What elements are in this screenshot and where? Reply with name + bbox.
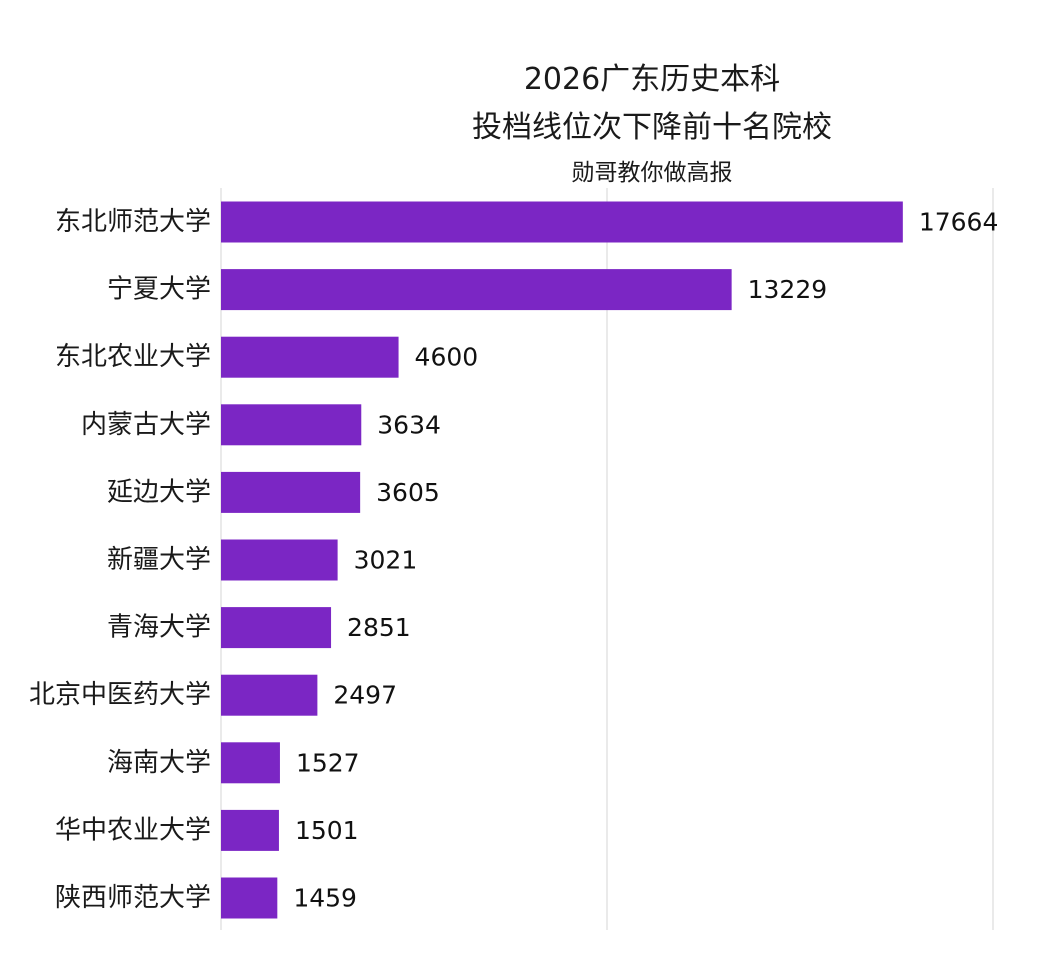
- category-label: 海南大学: [107, 748, 211, 778]
- value-label: 17664: [919, 208, 999, 237]
- category-label: 宁夏大学: [107, 275, 211, 305]
- value-label: 3021: [354, 546, 418, 575]
- bar: [221, 809, 279, 851]
- bars: [221, 201, 903, 919]
- value-label: 3634: [377, 410, 441, 439]
- value-label: 1527: [296, 748, 360, 777]
- value-label: 1459: [293, 884, 357, 913]
- category-label: 内蒙古大学: [81, 410, 211, 440]
- bar: [221, 404, 362, 446]
- value-label: 2497: [333, 681, 397, 710]
- category-label: 东北师范大学: [55, 207, 211, 237]
- bar: [221, 471, 361, 513]
- bar: [221, 269, 732, 311]
- chart-subtitle: 勋哥教你做高报: [572, 160, 733, 186]
- value-label: 13229: [748, 275, 828, 304]
- category-label: 陕西师范大学: [55, 883, 211, 913]
- value-label: 4600: [415, 343, 479, 372]
- value-label: 3605: [376, 478, 440, 507]
- category-label: 北京中医药大学: [29, 680, 211, 710]
- bar: [221, 607, 332, 649]
- value-labels: 17664 13229 4600 3634 3605 3021 2851 2497 1527 15…: [293, 208, 998, 913]
- category-label: 延边大学: [107, 477, 211, 507]
- value-label: 2851: [347, 613, 411, 642]
- bar: [221, 539, 338, 581]
- bar: [221, 674, 318, 716]
- category-label: 新疆大学: [107, 545, 211, 575]
- category-labels: 东北师范大学宁夏大学东北农业大学内蒙古大学延边大学新疆大学青海大学北京中医药大学…: [29, 207, 211, 913]
- bar: [221, 742, 280, 784]
- chart-title-line2: 投档线位次下降前十名院校: [472, 110, 832, 145]
- chart-title-line1: 2026广东历史本科: [524, 62, 780, 97]
- category-label: 东北农业大学: [55, 342, 211, 372]
- bar: [221, 201, 903, 243]
- bar: [221, 336, 399, 378]
- value-label: 1501: [295, 816, 359, 845]
- category-label: 青海大学: [107, 613, 211, 643]
- category-label: 华中农业大学: [55, 815, 211, 845]
- bar: [221, 877, 278, 919]
